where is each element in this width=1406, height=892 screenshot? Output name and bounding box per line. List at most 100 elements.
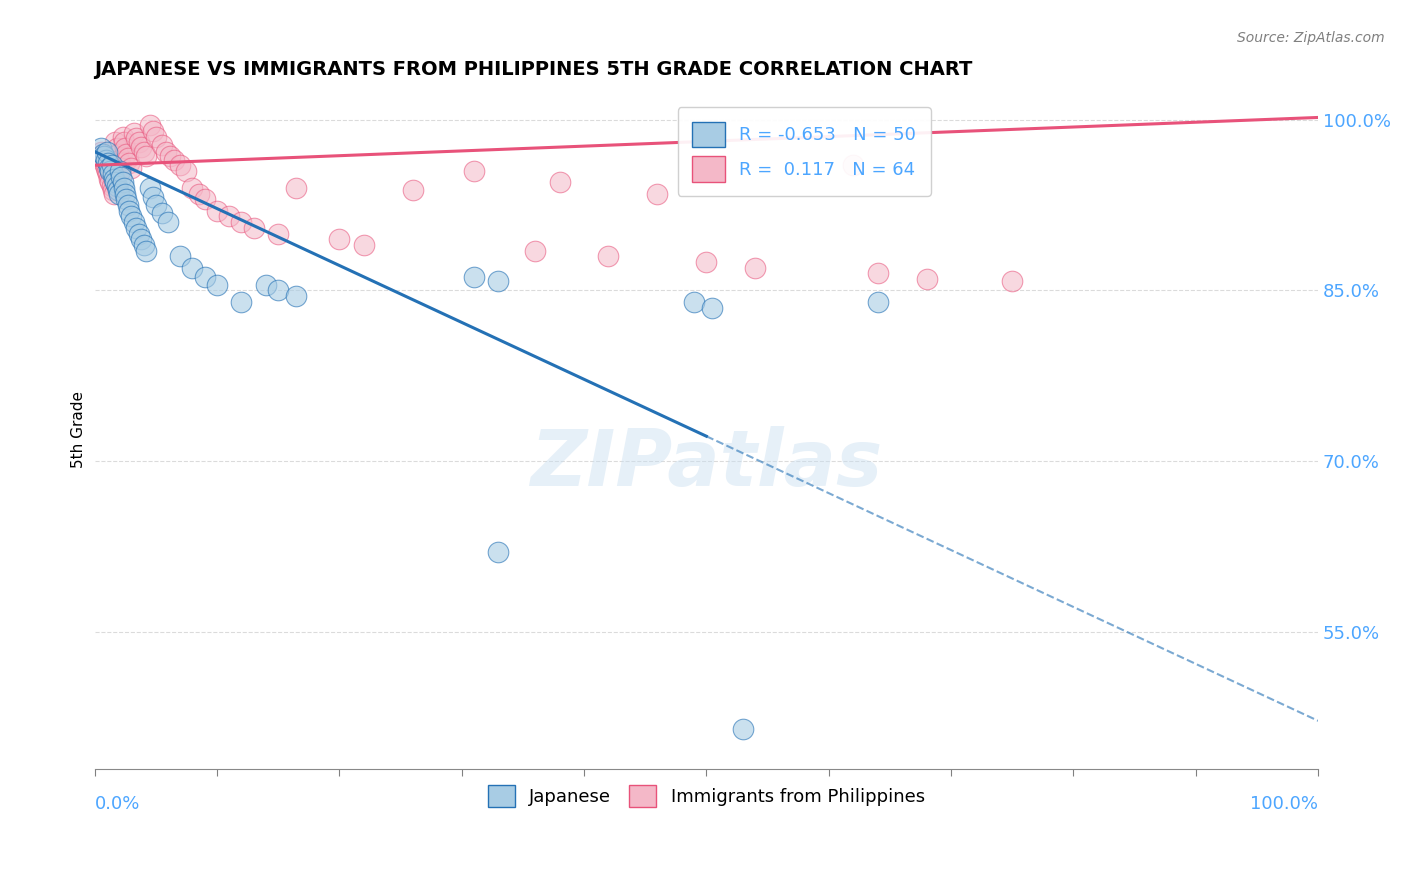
Point (96, 145, 118, 159)
Point (915, 272, 938, 286)
Point (205, 277, 228, 292)
Point (114, 186, 136, 201)
Point (194, 193, 217, 207)
Point (96, 164, 118, 178)
Point (107, 147, 129, 161)
Point (463, 269, 485, 284)
Point (110, 156, 132, 170)
Point (128, 227, 150, 241)
Point (104, 175, 127, 189)
Point (107, 183, 129, 197)
Point (145, 129, 167, 144)
Text: 0.0%: 0.0% (94, 796, 141, 814)
Point (114, 141, 136, 155)
Point (135, 149, 157, 163)
Point (267, 284, 290, 298)
Point (112, 136, 135, 150)
Text: JAPANESE VS IMMIGRANTS FROM PHILIPPINES 5TH GRADE CORRELATION CHART: JAPANESE VS IMMIGRANTS FROM PHILIPPINES … (94, 60, 973, 78)
Point (156, 215, 179, 229)
Point (353, 238, 375, 252)
Point (150, 137, 173, 152)
Point (110, 161, 132, 175)
Point (138, 119, 160, 133)
Point (524, 244, 547, 258)
Point (486, 274, 509, 288)
Point (159, 149, 181, 163)
Point (181, 181, 204, 195)
Point (100, 164, 122, 178)
Point (169, 158, 191, 172)
Point (129, 232, 152, 246)
Point (90, 141, 112, 155)
Point (163, 153, 186, 167)
Point (108, 186, 131, 201)
Point (194, 269, 217, 284)
Point (117, 152, 139, 166)
Point (142, 190, 165, 204)
Point (647, 186, 669, 201)
Point (93, 156, 115, 170)
Point (138, 181, 160, 195)
Point (118, 156, 141, 170)
Point (683, 294, 706, 309)
Point (181, 260, 204, 275)
Point (155, 145, 177, 159)
Point (1001, 274, 1024, 288)
Point (91, 147, 114, 161)
Point (115, 193, 138, 207)
Point (842, 158, 865, 172)
Point (744, 260, 766, 275)
Point (98, 172, 121, 186)
Point (90, 145, 112, 159)
Point (100, 178, 122, 193)
Point (702, 301, 724, 315)
Point (463, 164, 485, 178)
Point (91, 153, 114, 167)
Point (135, 244, 157, 258)
Point (142, 124, 165, 138)
Point (94, 153, 117, 167)
Y-axis label: 5th Grade: 5th Grade (72, 392, 86, 468)
Point (125, 131, 148, 145)
Point (111, 129, 134, 144)
Point (98, 161, 121, 175)
Point (105, 178, 128, 193)
Point (90, 149, 112, 163)
Point (187, 186, 209, 201)
Text: 100.0%: 100.0% (1250, 796, 1319, 814)
Point (120, 161, 142, 175)
Point (110, 164, 132, 178)
Point (218, 210, 240, 224)
Point (105, 141, 128, 155)
Point (231, 215, 253, 229)
Point (731, 722, 754, 736)
Point (112, 181, 135, 195)
Point (866, 294, 889, 309)
Point (117, 198, 139, 212)
Point (100, 158, 122, 172)
Point (100, 175, 122, 189)
Point (285, 289, 308, 303)
Point (285, 181, 308, 195)
Point (94, 161, 117, 175)
Point (145, 198, 167, 212)
Point (122, 127, 145, 141)
Point (115, 147, 138, 161)
Point (254, 277, 277, 292)
Point (108, 153, 131, 167)
Point (132, 145, 155, 159)
Point (118, 203, 141, 218)
Point (128, 136, 150, 150)
Point (548, 175, 571, 189)
Point (97, 167, 120, 181)
Point (242, 220, 264, 235)
Point (111, 175, 134, 189)
Point (93, 149, 115, 163)
Point (598, 249, 620, 263)
Point (97, 156, 120, 170)
Point (231, 294, 253, 309)
Point (486, 545, 509, 559)
Point (866, 267, 889, 281)
Point (132, 238, 155, 252)
Point (328, 232, 350, 246)
